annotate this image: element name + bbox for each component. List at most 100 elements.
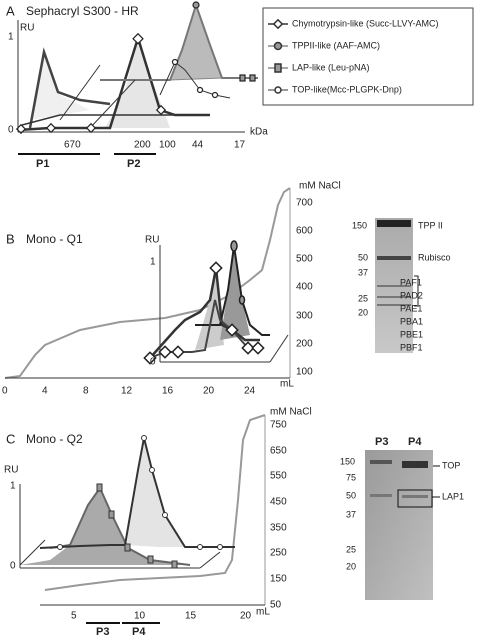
y-tick-label: 1 [150, 257, 156, 268]
x-unit: mL [256, 607, 270, 618]
marker-label: 75 [346, 472, 356, 482]
marker [171, 560, 178, 569]
marker [57, 544, 63, 550]
curve [39, 437, 235, 549]
y2-tick-label: 300 [296, 311, 313, 322]
y2-tick-label: 350 [270, 523, 287, 534]
salt-gradient [4, 187, 291, 379]
x-tick-label: 670 [64, 140, 81, 151]
gel-bands [377, 220, 411, 306]
lane-label: P4 [408, 436, 422, 448]
x-tick-label: 20 [240, 611, 252, 622]
pool-label: P2 [127, 158, 140, 170]
y-tick-label: 0 [10, 561, 16, 572]
marker [209, 261, 223, 275]
gel-band [402, 495, 428, 498]
x-tick-label: 17 [234, 140, 246, 151]
marker-label: 37 [358, 267, 368, 277]
marker [147, 555, 154, 564]
band-label: PAD2 [400, 290, 423, 300]
marker-label: 150 [352, 220, 367, 230]
curve [149, 267, 260, 359]
marker [171, 345, 185, 359]
y2-tick-label: 700 [296, 198, 313, 209]
y2-tick-label: 50 [270, 600, 282, 611]
salt-gradient [44, 414, 266, 591]
y-tick-label: 1 [8, 32, 14, 43]
legend-marker [274, 63, 282, 73]
panel-label: A [6, 3, 15, 18]
marker [132, 32, 144, 45]
marker-label: 25 [358, 293, 368, 303]
y2-tick-label: 550 [270, 471, 287, 482]
x-tick-label: 200 [134, 140, 151, 151]
panel-title: Mono - Q2 [26, 432, 83, 446]
x-tick-label: 44 [192, 140, 204, 151]
highlight-box [397, 489, 433, 508]
legend-marker [272, 18, 284, 30]
x-tick-label: 16 [162, 386, 174, 397]
marker [171, 58, 179, 66]
curve [21, 114, 190, 126]
curve [17, 33, 210, 132]
marker-label: 37 [346, 509, 356, 519]
legend-label: LAP-like (Leu-pNA) [292, 62, 370, 72]
marker [141, 435, 147, 441]
y2-tick-label: 500 [296, 254, 313, 265]
y2-tick-label: 150 [270, 574, 287, 585]
y2-axis-label: mM NaCl [299, 181, 341, 192]
y-axis-label: RU [20, 23, 34, 34]
marker [239, 74, 246, 82]
x-unit: mL [280, 379, 294, 390]
x-tick-label: 20 [203, 386, 215, 397]
marker [85, 122, 97, 134]
y2-tick-label: 750 [270, 420, 287, 431]
curve [49, 485, 191, 566]
marker-label: 50 [346, 490, 356, 500]
legend-label: TOP-like(Mcc-PLGPK-Dnp) [292, 84, 402, 94]
band-label: TPP II [418, 220, 443, 230]
y-tick-label: 0 [150, 357, 156, 368]
panel-title: Mono - Q1 [26, 232, 83, 246]
marker [108, 510, 115, 519]
legend [262, 7, 474, 106]
marker-label: 20 [346, 561, 356, 571]
peak-fill [169, 3, 223, 81]
band-label: PBE1 [400, 329, 423, 339]
y2-tick-label: 100 [296, 367, 313, 378]
y-tick-label: 0 [8, 125, 14, 136]
x-tick-label: 100 [159, 140, 176, 151]
plot-a [15, 1, 258, 135]
y2-tick-label: 400 [296, 282, 313, 293]
x-tick-label: 12 [121, 386, 133, 397]
legend-label: Chymotrypsin-like (Succ-LLVY-AMC) [292, 18, 439, 28]
y2-tick-label: 600 [296, 226, 313, 237]
peak-fill [30, 52, 90, 120]
guide-line [89, 79, 136, 129]
marker [155, 104, 167, 116]
marker-label: 150 [340, 456, 355, 466]
peak-fill [20, 488, 190, 565]
y2-tick-label: 200 [296, 339, 313, 350]
marker [124, 543, 131, 552]
legend-marker [273, 41, 283, 51]
marker [149, 467, 155, 473]
marker [45, 122, 57, 134]
guide-line [59, 64, 101, 121]
x-tick-label: 0 [2, 386, 8, 397]
x-tick-label: 8 [83, 386, 89, 397]
gel-band [377, 304, 411, 306]
marker [217, 544, 223, 550]
y2-axis-label: mM NaCl [270, 407, 312, 418]
y-axis-label: RU [145, 235, 159, 246]
y2-tick-label: 650 [270, 446, 287, 457]
pool-label: P4 [132, 626, 146, 637]
peak-fill [125, 438, 185, 547]
band-label: Rubisco [418, 252, 451, 262]
gel-band [377, 285, 411, 287]
band-label: PBA1 [400, 316, 423, 326]
band-label: PBF1 [400, 342, 423, 352]
y-axis-label: RU [4, 465, 18, 476]
marker [251, 341, 265, 355]
